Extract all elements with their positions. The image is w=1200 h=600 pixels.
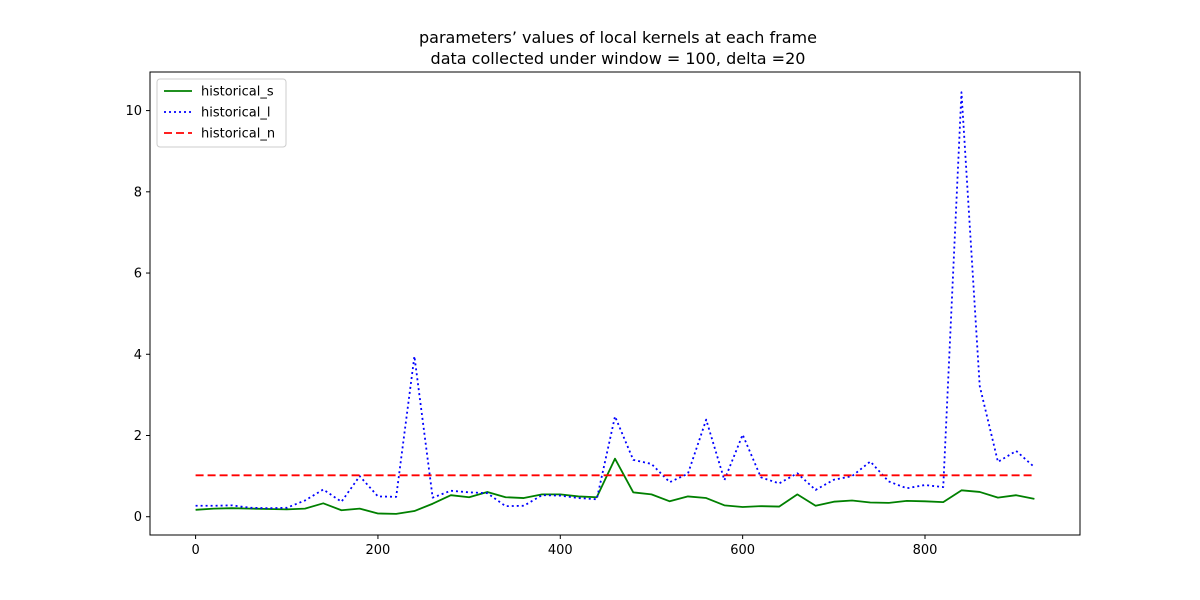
legend-box (156, 78, 287, 148)
chart-title-line-2: data collected under window = 100, delta… (431, 49, 806, 68)
y-tick-label: 10 (125, 104, 142, 119)
x-axis: 0 200 400 600 800 (191, 535, 937, 558)
chart-title-line-1: parameters’ values of local kernels at e… (419, 28, 817, 47)
y-tick-label: 8 (134, 185, 142, 200)
x-tick-label: 0 (191, 543, 199, 558)
y-tick-label: 4 (134, 348, 142, 363)
y-axis: 0 2 4 6 8 10 (125, 104, 150, 525)
series-layer (195, 91, 1036, 515)
legend: historical_s historical_l historical_n (156, 78, 287, 148)
y-tick-label: 2 (134, 429, 142, 444)
series-line-historical-s (195, 457, 1035, 515)
x-tick-label: 400 (548, 543, 573, 558)
y-tick-label: 6 (134, 267, 142, 282)
series-line-historical-l (195, 91, 1036, 510)
chart-title: parameters’ values of local kernels at e… (419, 28, 817, 68)
x-tick-label: 200 (366, 543, 391, 558)
y-tick-label: 0 (134, 510, 142, 525)
legend-label-historical-n: historical_n (201, 127, 275, 142)
legend-label-historical-s: historical_s (201, 85, 274, 100)
legend-label-historical-l: historical_l (201, 106, 270, 121)
x-tick-label: 800 (913, 543, 938, 558)
plot-frame (149, 71, 1081, 536)
x-tick-label: 600 (730, 543, 755, 558)
